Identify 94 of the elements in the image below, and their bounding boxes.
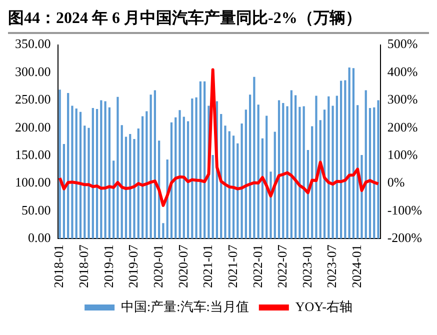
bar bbox=[71, 106, 74, 239]
bar bbox=[92, 108, 94, 239]
x-tick-label: 2023-07 bbox=[324, 244, 340, 288]
y2-tick-label: 100% bbox=[387, 147, 418, 162]
y-tick-label: 50.00 bbox=[22, 202, 51, 218]
legend-label: 中国:产量:汽车:当月值 bbox=[121, 298, 249, 314]
bar bbox=[328, 96, 330, 239]
bar bbox=[178, 110, 181, 239]
bar bbox=[141, 116, 144, 239]
chart-title: 图44：2024 年 6 月中国汽车产量同比-2%（万辆） bbox=[8, 8, 429, 34]
bar bbox=[120, 125, 123, 239]
y2-tick-label: 500% bbox=[387, 36, 418, 52]
bar bbox=[112, 160, 115, 239]
y2-tick-label: 0% bbox=[387, 174, 405, 190]
bar bbox=[104, 101, 106, 239]
bar bbox=[228, 131, 230, 239]
x-tick-label: 2019-07 bbox=[126, 244, 141, 288]
bar bbox=[199, 81, 202, 239]
bar bbox=[282, 102, 284, 239]
x-tick-label: 2020-07 bbox=[175, 244, 190, 288]
y-tick-label: 200.00 bbox=[15, 119, 51, 134]
bar bbox=[368, 108, 372, 239]
y2-tick-label: 400% bbox=[387, 64, 418, 79]
y-tick-label: 0.00 bbox=[28, 230, 51, 246]
bar bbox=[290, 90, 292, 239]
bar bbox=[174, 117, 177, 239]
bar bbox=[150, 94, 152, 239]
x-tick-label: 2024-01 bbox=[349, 244, 364, 288]
bar bbox=[373, 107, 376, 239]
bar bbox=[364, 90, 367, 239]
bar bbox=[204, 81, 206, 239]
bar bbox=[315, 96, 318, 239]
bar bbox=[100, 100, 102, 239]
bar bbox=[257, 104, 260, 239]
bar bbox=[302, 106, 305, 239]
x-tick-label: 2018-01 bbox=[51, 244, 66, 288]
bar bbox=[75, 108, 78, 239]
x-tick-label: 2018-07 bbox=[76, 244, 92, 288]
bar bbox=[96, 109, 98, 239]
y-tick-label: 300.00 bbox=[15, 64, 51, 79]
bar bbox=[348, 68, 350, 239]
bar bbox=[344, 80, 346, 239]
bar bbox=[240, 123, 243, 239]
bar bbox=[340, 80, 342, 239]
x-tick-label: 2022-07 bbox=[274, 244, 290, 288]
bar bbox=[294, 95, 297, 239]
bar bbox=[352, 68, 355, 239]
y2-tick-label: 200% bbox=[387, 119, 418, 134]
y2-tick-label: 300% bbox=[387, 92, 418, 107]
bar bbox=[108, 107, 110, 239]
bar bbox=[270, 172, 272, 239]
x-tick-label: 2020-01 bbox=[150, 244, 166, 288]
bar bbox=[278, 100, 280, 239]
bar bbox=[129, 134, 132, 239]
y-tick-label: 100.00 bbox=[15, 174, 51, 190]
bar bbox=[116, 96, 119, 239]
bar bbox=[186, 121, 190, 239]
bar bbox=[286, 106, 288, 239]
bar bbox=[67, 92, 70, 239]
bar bbox=[195, 97, 198, 239]
bar bbox=[88, 128, 90, 239]
x-tick-label: 2021-01 bbox=[200, 244, 216, 288]
bar bbox=[253, 76, 256, 239]
bar bbox=[249, 94, 252, 239]
x-tick-label: 2019-01 bbox=[100, 244, 116, 288]
x-tick-label: 2023-01 bbox=[299, 244, 314, 288]
bar bbox=[162, 223, 164, 239]
bar bbox=[212, 155, 214, 239]
y2-tick-label: -100% bbox=[387, 202, 422, 218]
bar bbox=[377, 100, 380, 239]
bar bbox=[244, 110, 247, 239]
bar bbox=[124, 136, 128, 239]
bar bbox=[154, 90, 156, 239]
x-tick-label: 2022-01 bbox=[250, 244, 265, 288]
bar bbox=[182, 116, 185, 239]
bar bbox=[133, 138, 136, 239]
y-tick-label: 350.00 bbox=[15, 36, 51, 52]
bar bbox=[84, 126, 86, 239]
bar bbox=[336, 96, 338, 239]
bar bbox=[191, 98, 194, 239]
y2-tick-label: -200% bbox=[387, 230, 422, 246]
bar bbox=[232, 136, 235, 239]
bar bbox=[224, 126, 226, 239]
bar bbox=[137, 128, 140, 239]
y-tick-label: 150.00 bbox=[15, 147, 51, 162]
bar bbox=[58, 90, 61, 239]
legend-label: YOY-右轴 bbox=[295, 298, 352, 314]
y-tick-label: 250.00 bbox=[15, 92, 51, 107]
bar bbox=[236, 143, 239, 239]
bar bbox=[332, 106, 334, 239]
bar bbox=[298, 106, 301, 239]
bar bbox=[79, 112, 82, 239]
bar bbox=[146, 111, 148, 239]
x-tick-label: 2021-07 bbox=[224, 244, 240, 288]
